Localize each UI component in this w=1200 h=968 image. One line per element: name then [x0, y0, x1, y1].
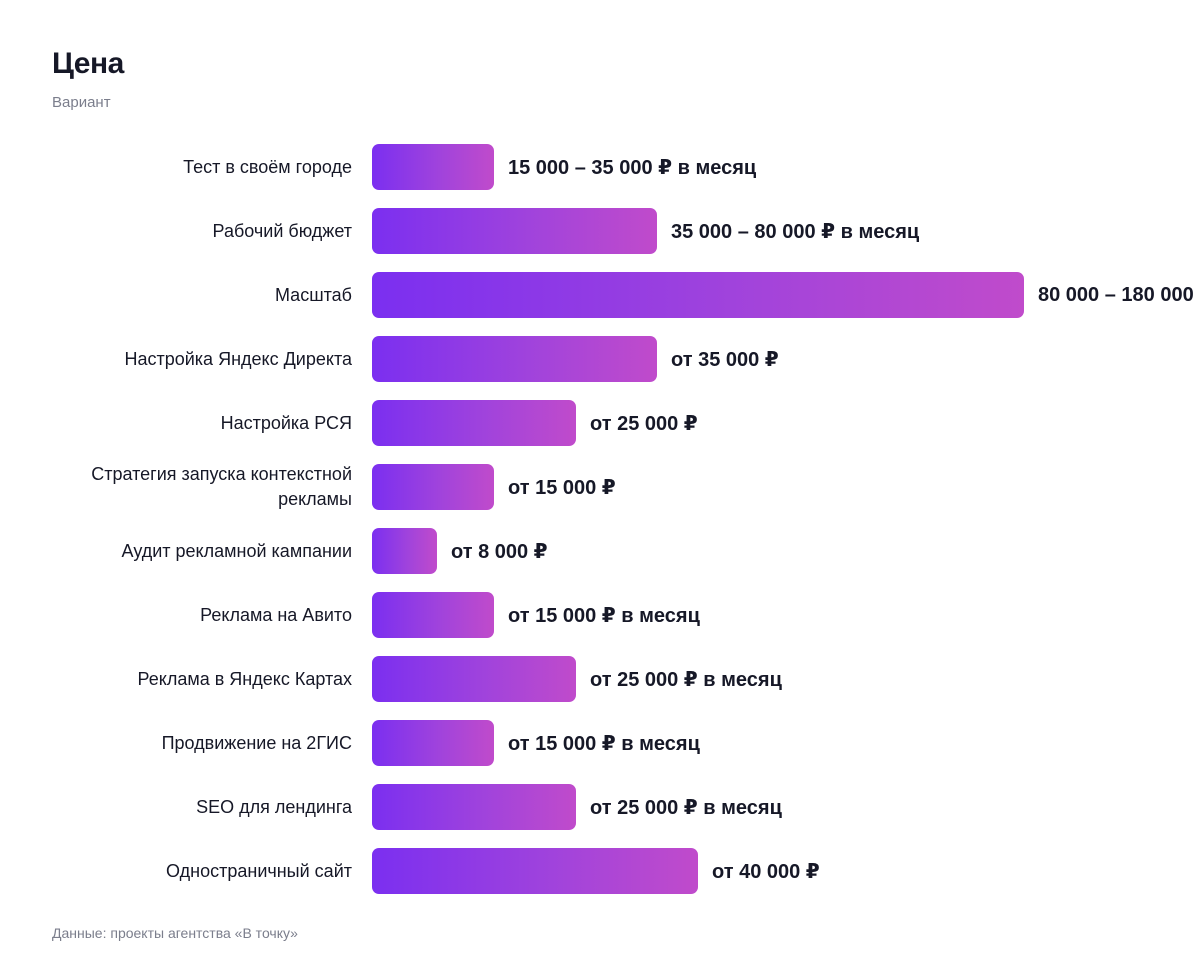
source-note: Данные: проекты агентства «В точку» [52, 925, 298, 941]
value-label: от 25 000 ₽ [590, 412, 698, 435]
value-label: от 35 000 ₽ [671, 348, 779, 371]
bar [372, 720, 494, 766]
bar-row: Продвижение на 2ГИС от 15 000 ₽ в месяц [0, 716, 1200, 780]
bar [372, 464, 494, 510]
category-label: Стратегия запуска контекстной рекламы [91, 464, 352, 509]
bar-row: Аудит рекламной кампании от 8 000 ₽ [0, 524, 1200, 588]
chart-title: Цена [52, 47, 124, 80]
bar [372, 208, 657, 254]
bar-row: Стратегия запуска контекстной рекламы от … [0, 460, 1200, 524]
bar [372, 272, 1024, 318]
value-label: от 15 000 ₽ в месяц [508, 732, 700, 755]
bar [372, 784, 576, 830]
bar [372, 144, 494, 190]
category-label: Продвижение на 2ГИС [161, 732, 352, 753]
category-label: Аудит рекламной кампании [121, 540, 352, 561]
category-label: SEO для лендинга [196, 796, 352, 817]
bar [372, 592, 494, 638]
bar-row: Настройка РСЯ от 25 000 ₽ [0, 396, 1200, 460]
bar [372, 656, 576, 702]
category-label: Настройка Яндекс Директа [124, 348, 352, 369]
bar-row: Реклама на Авито от 15 000 ₽ в месяц [0, 588, 1200, 652]
value-label: от 15 000 ₽ в месяц [508, 604, 700, 627]
bar-row: Тест в своём городе 15 000 – 35 000 ₽ в м… [0, 140, 1200, 204]
bar-row: Реклама в Яндекс Картах от 25 000 ₽ в мес… [0, 652, 1200, 716]
value-label: от 25 000 ₽ в месяц [590, 796, 782, 819]
value-label: от 25 000 ₽ в месяц [590, 668, 782, 691]
category-label: Рабочий бюджет [212, 220, 352, 241]
category-label: Масштаб [274, 284, 352, 305]
category-label: Одностраничный сайт [166, 860, 352, 881]
bar [372, 848, 698, 894]
category-label: Реклама в Яндекс Картах [137, 668, 352, 689]
value-label: от 8 000 ₽ [451, 540, 548, 563]
category-label: Реклама на Авито [200, 604, 352, 625]
value-label: 15 000 – 35 000 ₽ в месяц [508, 156, 757, 179]
bar-row: Масштаб 80 000 – 180 000 [0, 268, 1200, 332]
bar-row: Рабочий бюджет 35 000 – 80 000 ₽ в месяц [0, 204, 1200, 268]
bar [372, 400, 576, 446]
bar-row: SEO для лендинга от 25 000 ₽ в месяц [0, 780, 1200, 844]
value-label: от 40 000 ₽ [712, 860, 820, 883]
bar-row: Настройка Яндекс Директа от 35 000 ₽ [0, 332, 1200, 396]
bar [372, 336, 657, 382]
value-label: от 15 000 ₽ [508, 476, 616, 499]
value-label: 35 000 – 80 000 ₽ в месяц [671, 220, 920, 243]
bar [372, 528, 437, 574]
category-label: Настройка РСЯ [220, 412, 352, 433]
chart-subtitle: Вариант [52, 94, 111, 111]
value-label: 80 000 – 180 000 [1038, 283, 1194, 306]
category-label: Тест в своём городе [183, 156, 352, 177]
bar-row: Одностраничный сайт от 40 000 ₽ [0, 844, 1200, 908]
